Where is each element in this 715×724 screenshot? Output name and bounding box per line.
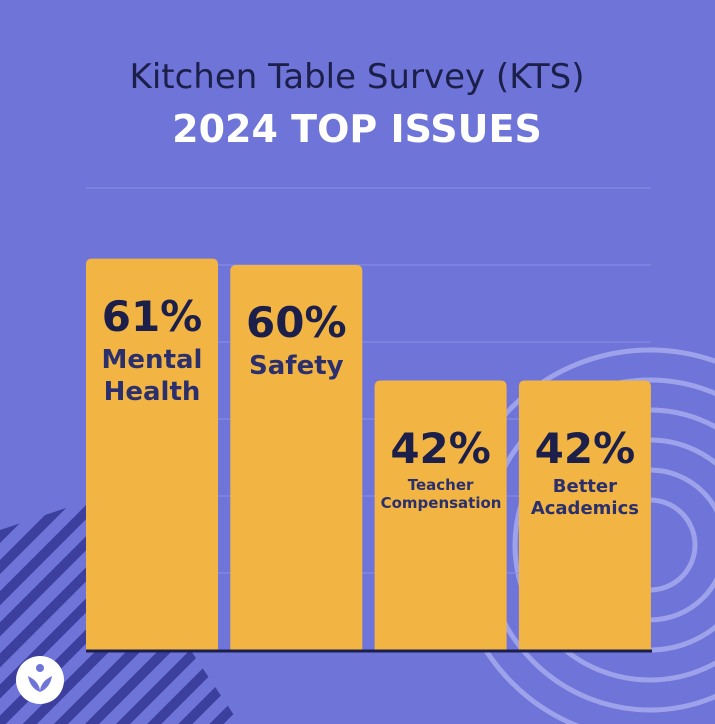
logo: [16, 656, 64, 704]
value-label: 42%: [390, 425, 491, 473]
category-label: Teacher Compensation: [380, 475, 502, 513]
value-label: 42%: [534, 425, 636, 473]
category-label: Better Academics: [530, 475, 639, 520]
bar: [86, 258, 218, 650]
bar-text-box: 61% Mental Health: [86, 294, 218, 409]
bar-text-box: 42% Better Academics: [519, 426, 651, 521]
bar: [374, 380, 507, 650]
bar-text: 60% Safety: [230, 300, 362, 383]
bar-text: 42%Teacher Compensation: [375, 426, 507, 514]
chart-title: Kitchen Table Survey (KTS): [130, 57, 585, 97]
category-label: Mental Health: [101, 344, 203, 408]
chart-subtitle: 2024 TOP ISSUES: [172, 107, 542, 151]
bar-text-box: 60% Safety: [230, 300, 362, 383]
category-label: Safety: [249, 351, 344, 382]
value-label: 61%: [101, 293, 203, 341]
bar: [518, 380, 651, 650]
bar-text: 42%Better Academics: [519, 426, 651, 521]
value-label: 60%: [246, 300, 347, 347]
bar: [230, 265, 363, 650]
bar-text: 61%Mental Health: [86, 294, 218, 409]
bar-text-box: 42% Teacher Compensation: [375, 426, 507, 514]
